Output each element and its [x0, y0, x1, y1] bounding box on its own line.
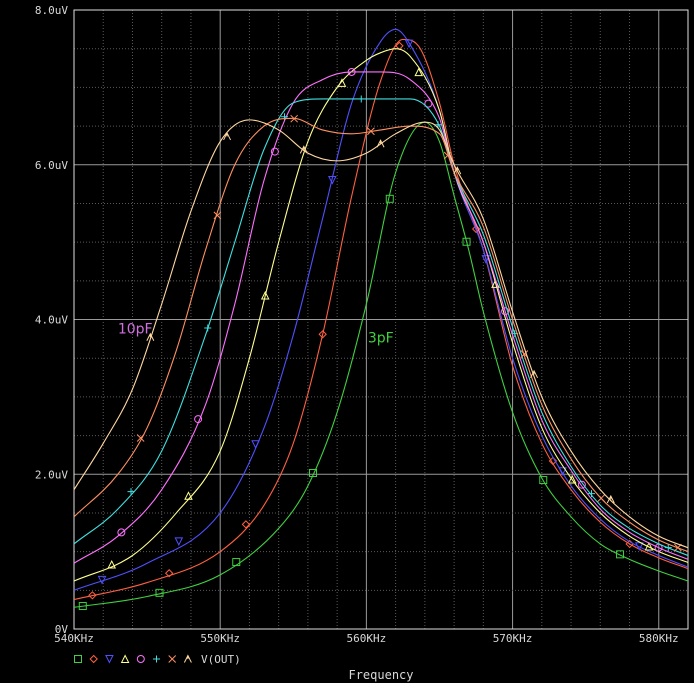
series-line [73, 38, 689, 601]
series-marker-lambda [453, 166, 462, 175]
series-line [73, 119, 689, 549]
y-tick-label: 8.0uV [35, 4, 68, 17]
series-marker-lambda [299, 145, 308, 154]
series-line [73, 117, 689, 553]
series-marker-diamond [471, 224, 481, 234]
series-marker-triangle-down [97, 575, 107, 585]
x-tick-label: 550KHz [200, 632, 240, 645]
series-marker-triangle-down [404, 39, 414, 49]
series-marker-square [74, 655, 82, 663]
series-marker-square [385, 194, 394, 203]
y-tick-label: 6.0uV [35, 159, 68, 172]
series-line [73, 98, 689, 557]
series-marker-plus [664, 544, 672, 552]
y-tick-label: 4.0uV [35, 314, 68, 327]
series-marker-circle [270, 147, 279, 156]
series-marker-cross [136, 434, 145, 442]
series-marker-triangle [644, 541, 654, 551]
series-marker-triangle [184, 491, 193, 500]
series-triangle-down [73, 28, 689, 591]
x-tick-label: 570KHz [493, 632, 533, 645]
x-tick-label: 560KHz [347, 632, 387, 645]
legend-markers [74, 654, 192, 664]
series-marker-triangle-down [635, 542, 644, 551]
series-square [73, 121, 689, 611]
series-marker-cross [443, 151, 452, 160]
series-marker-circle [194, 415, 203, 424]
x-tick-label: 580KHz [639, 632, 679, 645]
legend: V(OUT) [74, 653, 241, 666]
x-axis-label: Frequency [348, 668, 413, 682]
series-marker-diamond [548, 456, 558, 466]
series-marker-cross [290, 114, 299, 123]
annotation-label: 10pF [118, 321, 153, 337]
series-marker-plus [434, 121, 442, 129]
series-marker-plus [153, 655, 160, 663]
series-marker-square [78, 602, 87, 611]
series-marker-square [616, 550, 625, 559]
series-marker-lambda [606, 494, 615, 504]
y-tick-label: 2.0uV [35, 468, 68, 481]
series-marker-triangle-down [328, 176, 337, 185]
series-line [73, 28, 689, 591]
series-marker-circle [347, 67, 356, 76]
series-marker-diamond [241, 520, 251, 529]
series-marker-triangle [120, 654, 130, 663]
series-marker-triangle-down [174, 537, 184, 547]
series-marker-circle [136, 655, 145, 663]
annotations: 10pF 3pF [118, 321, 394, 346]
series-marker-triangle-down [105, 655, 114, 664]
annotation-label: 3pF [368, 331, 394, 347]
series-marker-lambda [183, 654, 192, 663]
series-plus [73, 95, 689, 557]
y-tick-label: 0V [55, 623, 69, 636]
series-marker-circle [577, 480, 586, 489]
series-marker-triangle-down [558, 467, 567, 476]
series-marker-triangle [260, 290, 270, 300]
series-marker-square [539, 476, 548, 485]
series-marker-diamond [318, 330, 327, 339]
series-marker-cross [168, 655, 177, 663]
series-marker-cross [597, 494, 606, 503]
legend-label: V(OUT) [201, 653, 241, 666]
series-marker-lambda [376, 139, 385, 148]
series-marker-triangle-down [481, 255, 491, 264]
series-marker-square [155, 588, 164, 597]
series-marker-plus [357, 95, 365, 103]
series-marker-plus [204, 324, 212, 332]
series-marker-diamond [164, 569, 174, 578]
series-marker-square [309, 468, 318, 477]
series-circle [73, 67, 689, 564]
series-layer [73, 28, 689, 611]
series-marker-diamond [89, 654, 98, 664]
series-marker-circle [501, 307, 510, 316]
series-marker-plus [588, 490, 596, 498]
series-marker-square [232, 558, 241, 567]
series-marker-cross [367, 127, 375, 136]
series-marker-plus [127, 488, 135, 496]
series-marker-circle [117, 528, 126, 537]
series-line [73, 71, 689, 564]
series-lambda [73, 119, 689, 549]
series-marker-square [462, 237, 471, 246]
plot-frame [73, 9, 689, 630]
series-marker-cross [213, 211, 222, 220]
series-marker-triangle [107, 559, 117, 569]
series-marker-triangle [337, 78, 347, 87]
series-line [73, 48, 689, 582]
series-line [73, 121, 689, 608]
axis-ticks: 540KHz 550KHz 560KHz 570KHz 580KHz 0V 2.0uV 4.0… [35, 4, 679, 645]
series-marker-triangle-down [251, 440, 260, 449]
series-marker-triangle [567, 474, 577, 484]
series-marker-lambda [223, 131, 232, 141]
series-marker-lambda [146, 332, 155, 341]
x-tick-label: 540KHz [54, 632, 94, 645]
series-marker-triangle [414, 67, 424, 77]
series-marker-circle [424, 99, 433, 108]
series-marker-diamond [88, 591, 97, 600]
series-marker-lambda [530, 369, 539, 379]
